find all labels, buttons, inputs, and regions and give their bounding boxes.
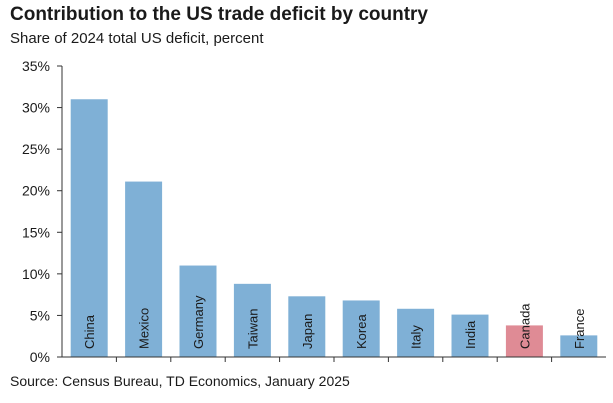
bar [451, 314, 489, 357]
bar [70, 99, 108, 357]
category-label: Italy [409, 325, 424, 349]
chart-subtitle: Share of 2024 total US deficit, percent [10, 30, 264, 47]
category-label: France [572, 309, 587, 349]
category-label: Germany [191, 295, 206, 349]
category-label: China [82, 314, 97, 349]
category-label: Taiwan [245, 309, 260, 349]
y-tick-label: 35% [22, 58, 50, 74]
y-tick-label: 20% [22, 183, 50, 199]
bar [505, 325, 543, 357]
y-tick-label: 30% [22, 100, 50, 116]
bar [125, 181, 163, 357]
bar [233, 283, 271, 357]
category-label: Mexico [137, 308, 152, 349]
y-tick-label: 5% [30, 307, 50, 323]
bar [397, 308, 435, 357]
category-label: Japan [300, 314, 315, 349]
category-label: India [463, 320, 478, 349]
source-note: Source: Census Bureau, TD Economics, Jan… [10, 373, 350, 389]
chart-title: Contribution to the US trade deficit by … [10, 4, 428, 25]
y-tick-label: 25% [22, 141, 50, 157]
bar [288, 296, 326, 357]
category-label: Canada [517, 303, 532, 349]
y-tick-label: 0% [30, 349, 50, 365]
y-tick-label: 10% [22, 266, 50, 282]
category-label: Korea [354, 314, 369, 349]
bar [342, 300, 380, 357]
bar [179, 265, 217, 357]
bar [560, 335, 598, 357]
y-tick-label: 15% [22, 224, 50, 240]
